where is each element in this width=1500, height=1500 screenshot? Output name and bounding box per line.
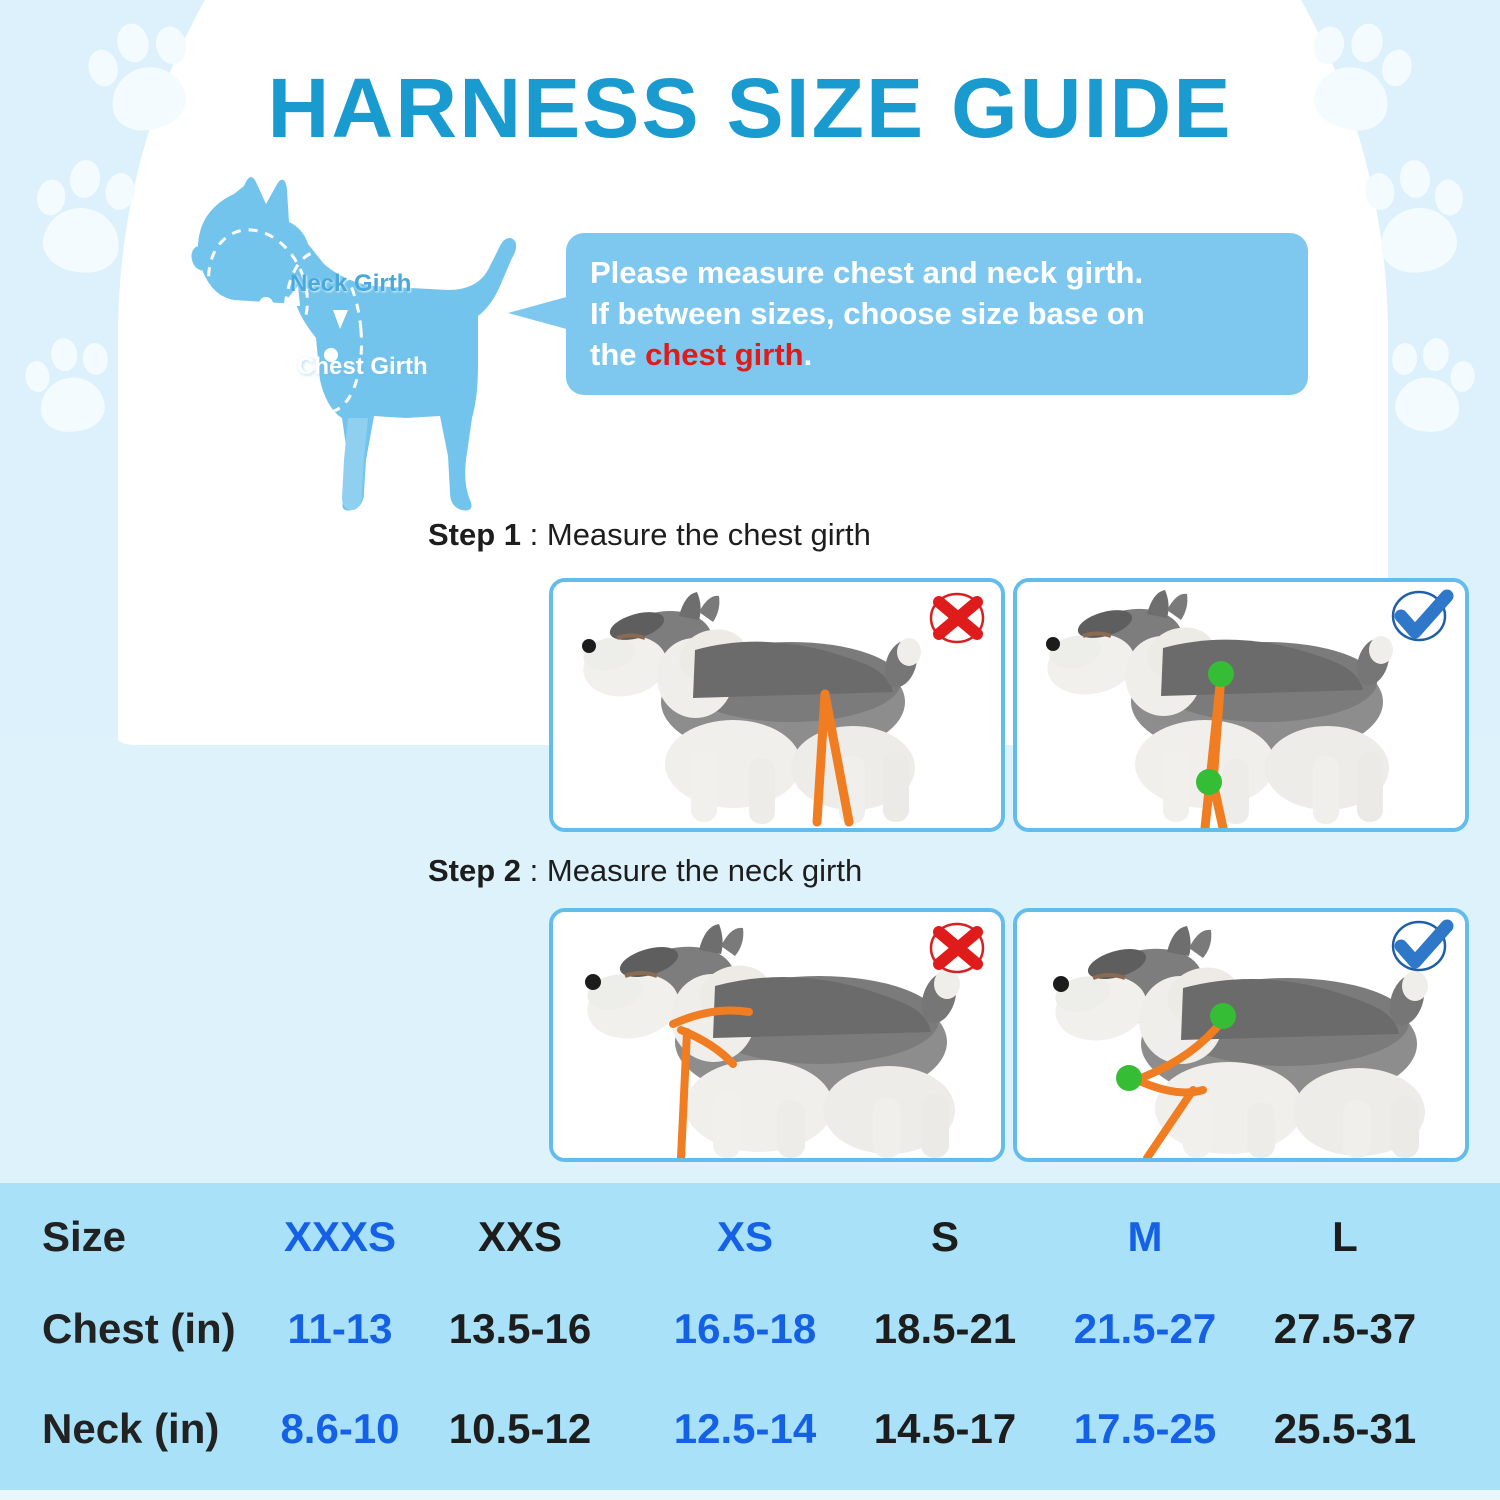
table-header-m: M xyxy=(1127,1213,1163,1260)
table-cell-chest-xxs: 13.5-16 xyxy=(448,1305,592,1352)
background-band-table xyxy=(0,1183,1500,1490)
table-header-xs: XS xyxy=(716,1213,774,1260)
table-cell-neck-l: 25.5-31 xyxy=(1273,1405,1417,1452)
instruction-line-3-suffix: . xyxy=(803,337,813,372)
table-cell-neck-xxs: 10.5-12 xyxy=(448,1405,592,1452)
table-row-label-size: Size xyxy=(42,1213,127,1260)
instruction-line-2: If between sizes, choose size base on xyxy=(590,296,1145,331)
table-cell-chest-xs: 16.5-18 xyxy=(673,1305,817,1352)
step2-correct-photo-panel xyxy=(1013,908,1469,1162)
cross-icon xyxy=(929,592,985,644)
background-band-footer xyxy=(0,1490,1500,1500)
instruction-line-1: Please measure chest and neck girth. xyxy=(590,255,1144,290)
chest-girth-label: Chest Girth xyxy=(297,353,428,380)
chest-girth-highlight: chest girth xyxy=(645,337,804,372)
step1-incorrect-photo-panel xyxy=(549,578,1005,832)
table-header-xxs: XXS xyxy=(477,1213,563,1260)
step2-incorrect-photo-panel xyxy=(549,908,1005,1162)
table-cell-chest-l: 27.5-37 xyxy=(1273,1305,1417,1352)
instruction-line-3: the chest girth. xyxy=(590,334,1300,375)
dog-photo xyxy=(1017,582,1465,828)
table-header-l: L xyxy=(1332,1213,1358,1260)
cross-icon xyxy=(929,922,985,974)
dotted-arc-decoration xyxy=(0,0,1500,760)
step-1-number: Step 1 xyxy=(428,517,522,552)
table-cell-neck-s: 14.5-17 xyxy=(873,1405,1017,1452)
table-cell-neck-xxxs: 8.6-10 xyxy=(280,1405,400,1452)
step-1-description: : Measure the chest girth xyxy=(521,517,871,552)
check-icon xyxy=(1391,919,1454,972)
instruction-callout xyxy=(566,233,1308,395)
check-icon xyxy=(1391,589,1454,642)
table-header-s: S xyxy=(930,1213,959,1260)
page-title: HARNESS SIZE GUIDE xyxy=(267,61,1233,155)
neck-girth-label: Neck Girth xyxy=(290,270,412,297)
dog-photo xyxy=(1017,912,1465,1158)
table-cell-neck-xs: 12.5-14 xyxy=(673,1405,817,1452)
dog-photo xyxy=(553,582,1001,828)
measure-point-marker xyxy=(1196,769,1222,795)
step-1-heading: Step 1 : Measure the chest girth xyxy=(428,517,871,553)
size-table: Size Chest (in) Neck (in) XXXS XXS XS S … xyxy=(0,1183,1500,1490)
table-cell-chest-s: 18.5-21 xyxy=(873,1305,1017,1352)
dog-photo xyxy=(553,912,1001,1158)
measure-point-marker xyxy=(1116,1065,1142,1091)
table-row-label-chest: Chest (in) xyxy=(42,1305,236,1352)
dog-measurement-diagram xyxy=(148,160,568,525)
table-cell-chest-xxxs: 11-13 xyxy=(287,1305,393,1352)
step-2-number: Step 2 xyxy=(428,853,522,888)
table-cell-chest-m: 21.5-27 xyxy=(1073,1305,1217,1352)
table-cell-neck-m: 17.5-25 xyxy=(1073,1405,1217,1452)
step-2-description: : Measure the neck girth xyxy=(521,853,863,888)
measure-point-marker xyxy=(1210,1003,1236,1029)
table-row-label-neck: Neck (in) xyxy=(42,1405,220,1452)
speech-bubble-tail xyxy=(508,296,570,330)
step-2-heading: Step 2 : Measure the neck girth xyxy=(428,853,862,889)
instruction-line-3-prefix: the xyxy=(590,337,646,372)
measure-point-marker xyxy=(1208,661,1234,687)
step1-correct-photo-panel xyxy=(1013,578,1469,832)
table-header-xxxs: XXXS xyxy=(283,1213,397,1260)
instruction-text: Please measure chest and neck girth. If … xyxy=(590,252,1300,375)
